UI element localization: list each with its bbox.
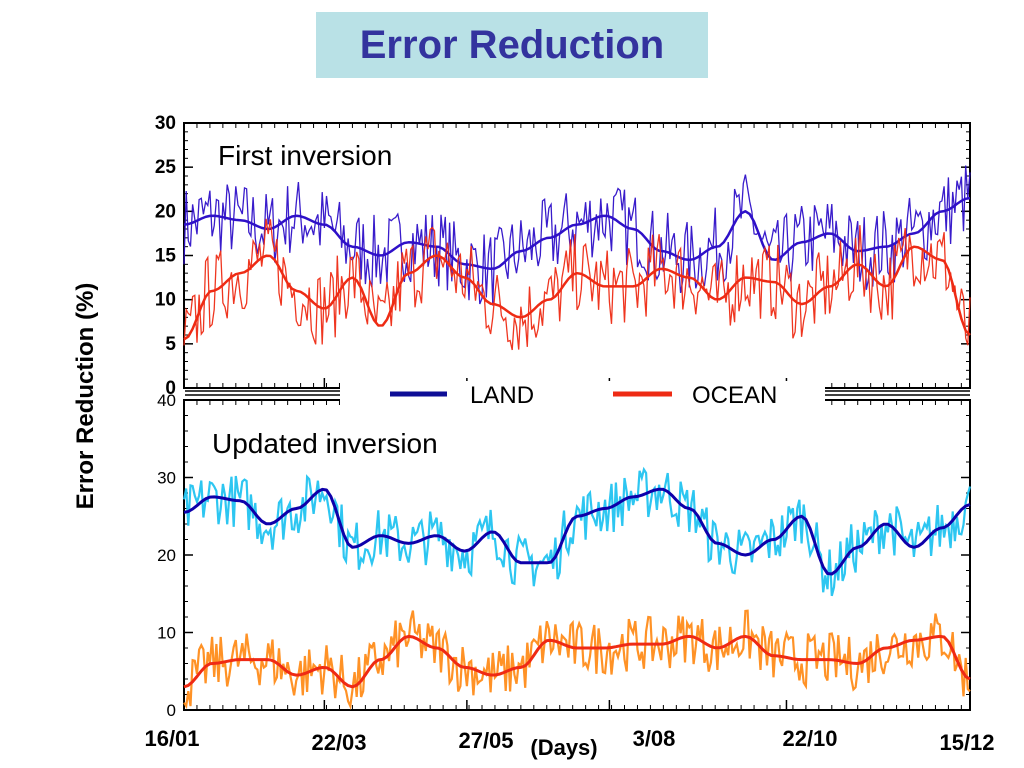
series-smoothed-line-ocean — [183, 245, 971, 341]
y-tick-label: 20 — [155, 201, 176, 222]
panel-label-first: First inversion — [218, 140, 392, 171]
title-box: Error Reduction — [316, 12, 708, 78]
page-title: Error Reduction — [359, 22, 665, 67]
y-tick-label: 15 — [155, 246, 177, 267]
x-tick-label: 22/10 — [782, 726, 837, 751]
y-tick-label: 25 — [155, 157, 177, 178]
y-tick-label: 0 — [165, 378, 176, 399]
y-tick-label: 30 — [157, 469, 176, 488]
series-smoothed-line-ocean — [183, 634, 971, 689]
y-tick-label: 10 — [155, 290, 176, 311]
legend-label-ocean: OCEAN — [692, 382, 777, 409]
y-tick-label: 30 — [155, 113, 176, 134]
y-tick-label: 20 — [157, 546, 176, 565]
x-tick-label: 15/12 — [939, 730, 994, 755]
y-tick-label: 5 — [165, 334, 176, 355]
series-raw-line-land — [182, 466, 972, 597]
x-tick-label: 3/08 — [633, 726, 676, 751]
panel-label-updated: Updated inversion — [212, 428, 438, 459]
y-axis-label: Error Reduction (%) — [72, 283, 99, 510]
x-tick-label: 22/03 — [311, 730, 366, 755]
y-tick-label: 0 — [167, 701, 176, 720]
series-raw-line-land — [183, 165, 971, 306]
series-smoothed-line-land — [183, 196, 971, 270]
y-tick-label: 40 — [157, 391, 176, 410]
series-raw-line-ocean — [183, 609, 971, 711]
legend-label-land: LAND — [470, 382, 534, 409]
x-tick-label: 27/05 — [458, 728, 513, 753]
series-smoothed-line-land — [183, 487, 971, 576]
x-axis-label: (Days) — [530, 735, 597, 760]
series-raw-line-ocean — [183, 218, 971, 351]
y-tick-label: 10 — [157, 624, 176, 643]
x-tick-label: 16/01 — [144, 726, 199, 751]
